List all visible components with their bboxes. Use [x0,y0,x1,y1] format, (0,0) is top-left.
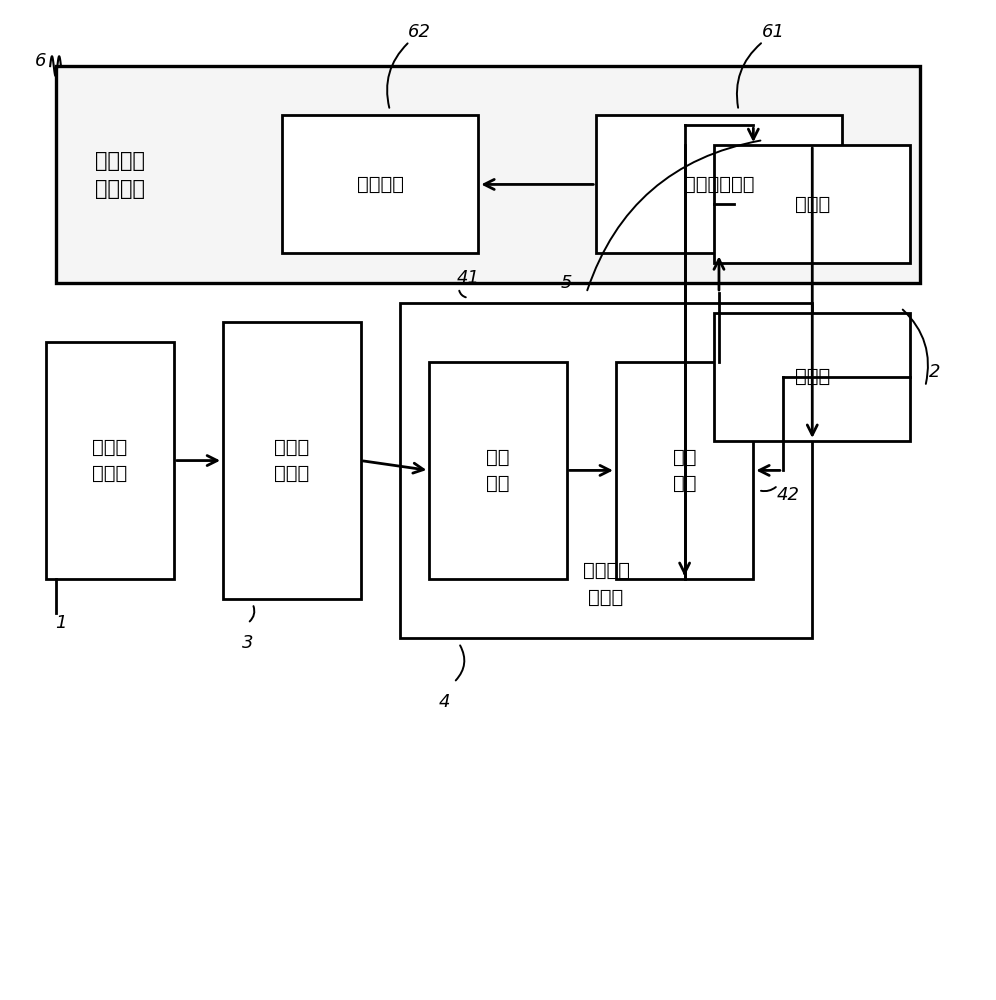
Bar [597,115,842,253]
Text: 62: 62 [408,23,431,41]
Text: 61: 61 [762,23,785,41]
Text: 泥浆泵: 泥浆泵 [795,367,830,386]
Text: 动力
装置: 动力 装置 [486,448,510,493]
Text: 控制单元: 控制单元 [357,175,403,194]
Text: 41: 41 [457,269,480,287]
Text: 1: 1 [55,614,67,632]
Text: 6: 6 [35,52,46,70]
Bar [714,145,910,263]
Text: 地面控
制系统: 地面控 制系统 [93,438,127,483]
Bar [429,362,567,579]
Text: 开关
阀片: 开关 阀片 [673,448,696,493]
Bar [399,303,813,638]
Text: 42: 42 [776,486,799,504]
Text: 3: 3 [242,634,253,652]
Bar [282,115,478,253]
Text: 指令转
换单元: 指令转 换单元 [274,438,310,483]
Text: 旋转导向
钻井工具: 旋转导向 钻井工具 [95,151,144,199]
Bar [56,66,920,283]
Bar [46,342,174,579]
Text: 2: 2 [929,363,941,381]
Text: 4: 4 [438,693,450,711]
Text: 5: 5 [561,274,573,292]
Text: 泥浆池: 泥浆池 [795,195,830,214]
Bar [223,322,361,599]
Text: 泥浆流量
控制阀: 泥浆流量 控制阀 [583,561,629,607]
Bar [714,313,910,441]
Text: 指令解析单元: 指令解析单元 [683,175,754,194]
Bar [616,362,753,579]
